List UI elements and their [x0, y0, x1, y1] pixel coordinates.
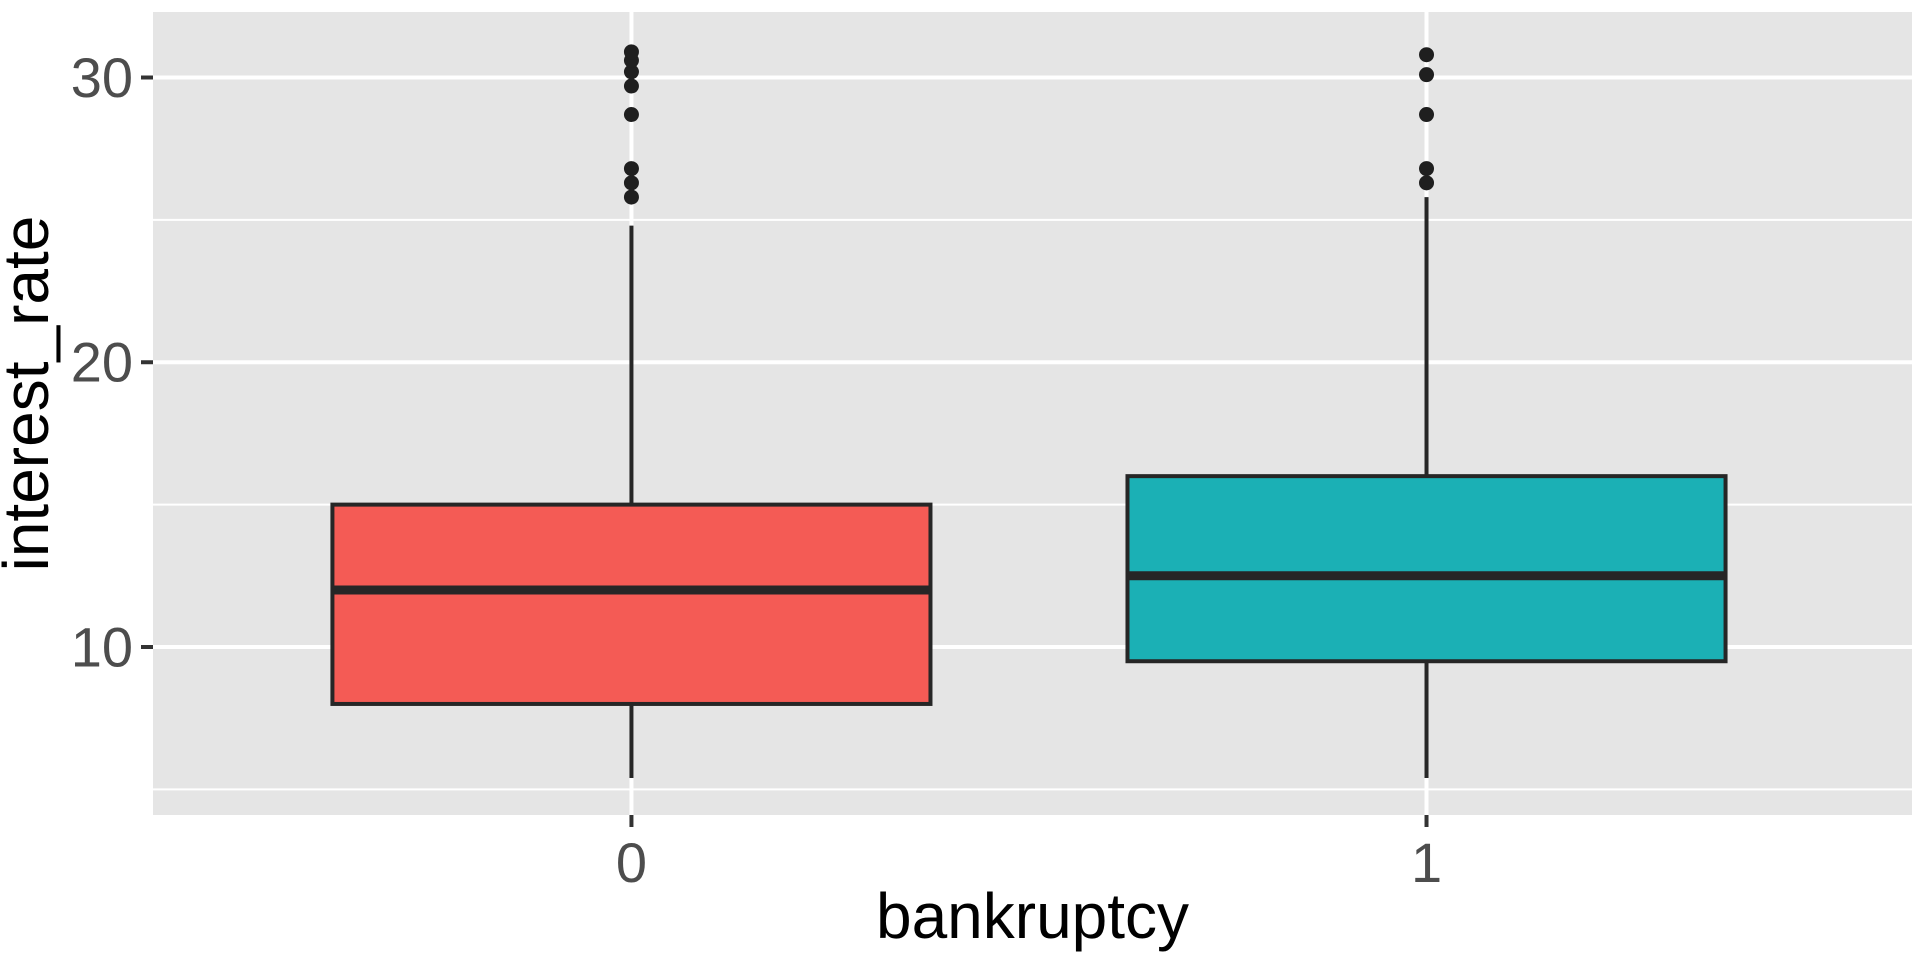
- outlier-dot: [1419, 175, 1435, 191]
- y-tick-label: 10: [71, 615, 133, 678]
- x-tick-label: 1: [1411, 831, 1442, 894]
- outlier-dot: [623, 107, 639, 123]
- y-tick-label: 30: [71, 46, 133, 109]
- x-axis-title: bankruptcy: [876, 880, 1189, 952]
- y-tick-label: 20: [71, 331, 133, 394]
- outlier-dot: [1419, 161, 1435, 177]
- outlier-dot: [623, 44, 639, 60]
- x-tick-label: 0: [616, 831, 647, 894]
- y-axis-title: interest_rate: [0, 216, 62, 572]
- outlier-dot: [1419, 107, 1435, 123]
- outlier-dot: [623, 78, 639, 94]
- outlier-dot: [623, 64, 639, 80]
- outlier-dot: [623, 189, 639, 205]
- outlier-dot: [623, 161, 639, 177]
- box-0: [330, 502, 933, 706]
- outlier-dot: [623, 175, 639, 191]
- outlier-dot: [1419, 47, 1435, 63]
- box-1: [1125, 474, 1728, 664]
- outlier-dot: [1419, 67, 1435, 83]
